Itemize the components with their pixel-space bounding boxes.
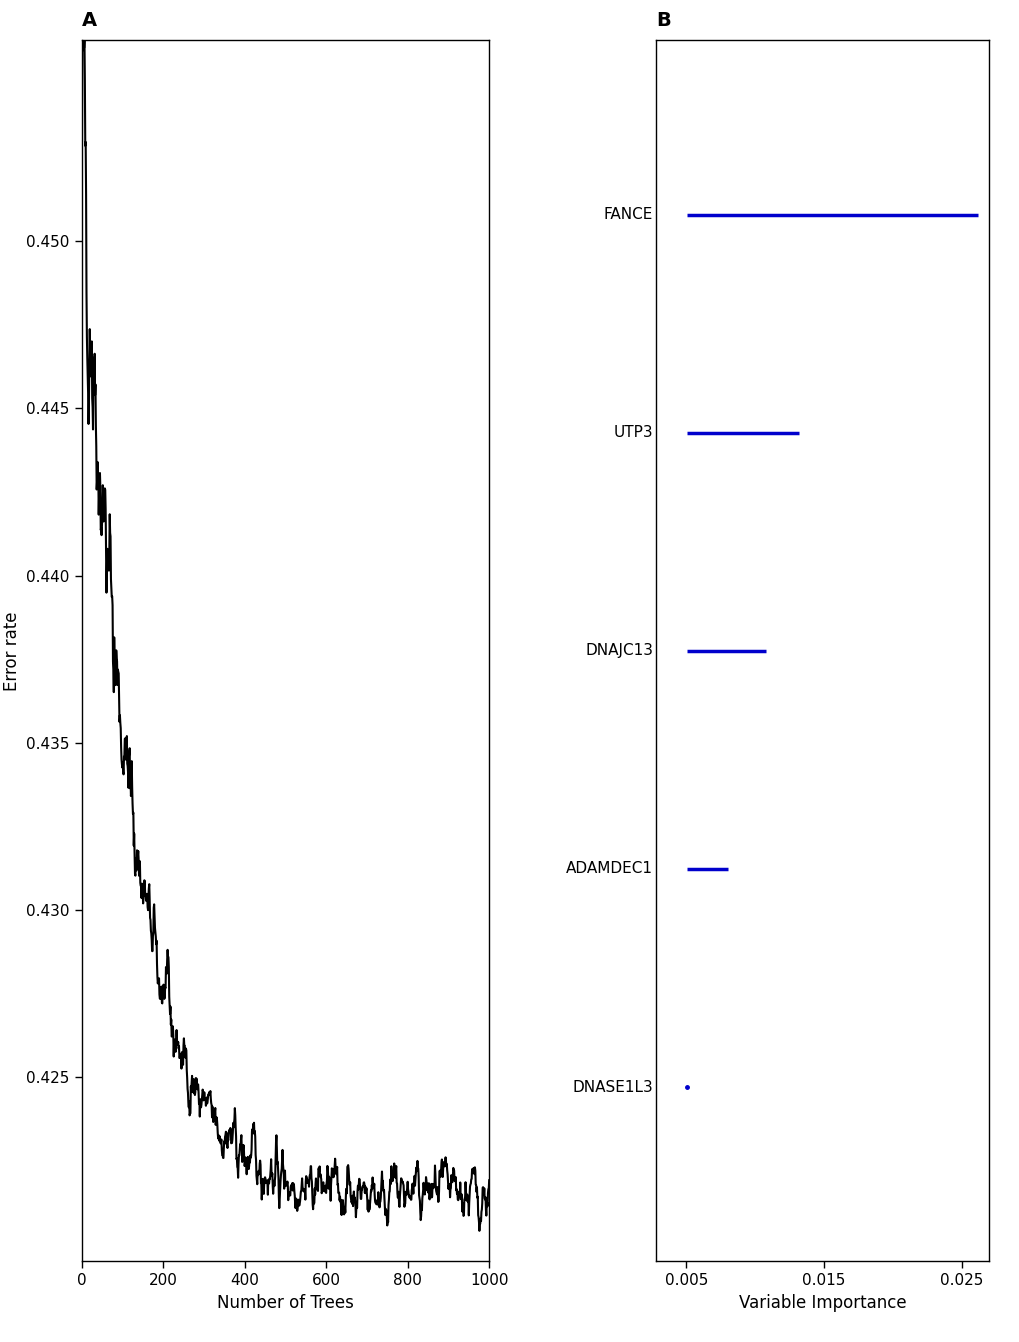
X-axis label: Variable Importance: Variable Importance xyxy=(738,1294,906,1312)
Text: FANCE: FANCE xyxy=(603,207,652,223)
Text: ADAMDEC1: ADAMDEC1 xyxy=(566,862,652,876)
Text: DNAJC13: DNAJC13 xyxy=(585,643,652,659)
Text: A: A xyxy=(82,11,97,31)
Text: DNASE1L3: DNASE1L3 xyxy=(572,1079,652,1095)
Text: B: B xyxy=(655,11,671,31)
Y-axis label: Error rate: Error rate xyxy=(3,611,20,691)
Text: UTP3: UTP3 xyxy=(613,425,652,440)
X-axis label: Number of Trees: Number of Trees xyxy=(217,1294,354,1312)
